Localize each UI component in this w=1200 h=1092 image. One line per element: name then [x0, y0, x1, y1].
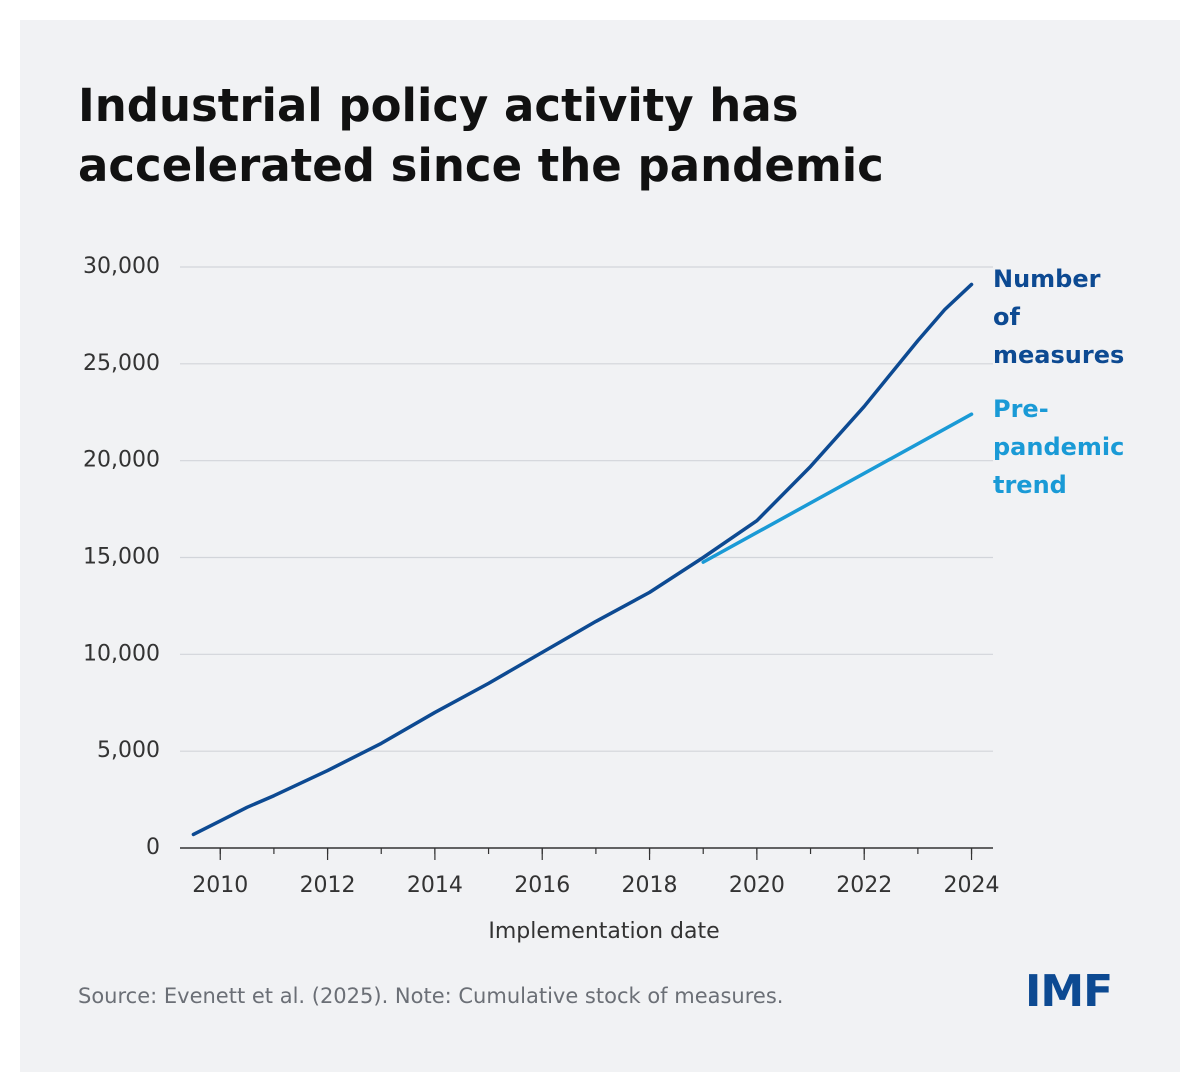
y-tick-label: 15,000: [83, 545, 160, 570]
source-note: Source: Evenett et al. (2025). Note: Cum…: [78, 984, 784, 1008]
x-tick-label: 2010: [192, 873, 248, 898]
y-tick-label: 10,000: [83, 641, 160, 666]
x-tick-label: 2020: [729, 873, 785, 898]
x-axis-label: Implementation date: [488, 919, 719, 944]
x-tick-label: 2018: [622, 873, 678, 898]
panel: [20, 20, 1180, 1072]
logo: IMF: [1025, 966, 1113, 1017]
line: [191, 282, 974, 837]
y-tick-label: 25,000: [83, 351, 160, 376]
x-tick-label: 2014: [407, 873, 463, 898]
series-label: Number of measures: [993, 265, 1125, 369]
series-label: Pre-pandemic trend: [993, 395, 1125, 499]
y-tick-label: 0: [146, 835, 160, 860]
y-tick-label: 5,000: [97, 738, 160, 763]
y-tick-label: 20,000: [83, 448, 160, 473]
x-tick-label: 2024: [944, 873, 1000, 898]
x-tick-label: 2016: [514, 873, 570, 898]
chart-title: Industrial policy activity has accelerat…: [78, 79, 884, 192]
x-tick-label: 2022: [836, 873, 892, 898]
line: [701, 412, 974, 564]
y-tick-label: 30,000: [83, 254, 160, 279]
x-tick-label: 2012: [300, 873, 356, 898]
